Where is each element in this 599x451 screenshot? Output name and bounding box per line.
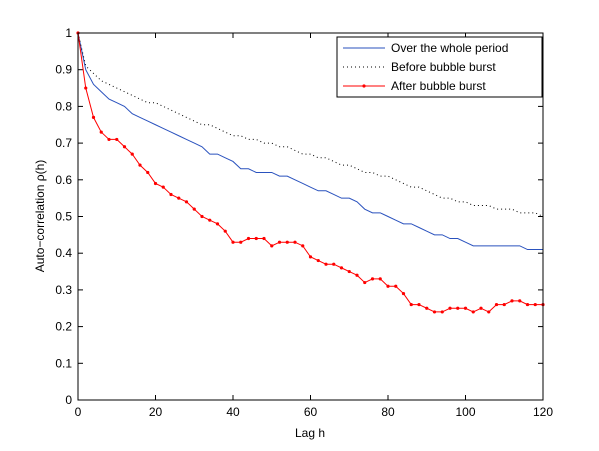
- point: [91, 115, 96, 120]
- point: [153, 181, 158, 186]
- y-tick-label: 0.4: [55, 246, 72, 260]
- point: [99, 130, 103, 134]
- point: [115, 137, 119, 142]
- y-tick-label: 0.1: [55, 356, 72, 370]
- point: [401, 291, 406, 296]
- point: [324, 262, 328, 266]
- point: [308, 255, 313, 259]
- point: [518, 299, 522, 303]
- point: [208, 218, 212, 222]
- point: [502, 302, 506, 307]
- point: [463, 306, 468, 310]
- y-tick-label: 0.5: [55, 210, 72, 224]
- y-tick-label: 0.8: [55, 99, 72, 113]
- point: [471, 310, 475, 314]
- y-tick-label: 1: [65, 26, 72, 40]
- point: [84, 86, 88, 90]
- x-tick-label: 100: [455, 405, 475, 419]
- point: [184, 200, 189, 204]
- point: [223, 229, 227, 233]
- legend-marker: [362, 84, 366, 88]
- point: [494, 302, 499, 307]
- point: [231, 240, 235, 244]
- x-tick-label: 40: [226, 405, 240, 419]
- point: [246, 236, 251, 241]
- point: [169, 192, 173, 197]
- point: [355, 273, 359, 277]
- point: [146, 170, 150, 175]
- y-tick-label: 0: [65, 393, 72, 407]
- y-tick-label: 0.6: [55, 173, 72, 187]
- point: [448, 306, 452, 310]
- plot-frame: [77, 32, 544, 401]
- point: [177, 196, 181, 200]
- legend-label: Over the whole period: [391, 41, 508, 55]
- point: [122, 145, 127, 149]
- point: [370, 277, 375, 281]
- point: [525, 302, 530, 307]
- point: [510, 299, 514, 303]
- y-axis-label: Auto−correlation ρ(h): [33, 160, 47, 273]
- series-line: [77, 32, 543, 251]
- legend-label: Before bubble burst: [391, 60, 496, 74]
- point: [316, 258, 320, 263]
- x-tick-label: 0: [75, 405, 82, 419]
- point: [107, 137, 111, 142]
- point: [130, 152, 134, 156]
- point: [215, 222, 220, 226]
- point: [293, 240, 297, 244]
- point: [456, 306, 460, 310]
- point: [417, 302, 421, 307]
- point: [487, 310, 491, 314]
- y-tick-label: 0.3: [55, 283, 72, 297]
- x-tick-label: 60: [304, 405, 318, 419]
- y-tick-label: 0.7: [55, 136, 72, 150]
- point: [378, 277, 382, 281]
- point: [285, 240, 289, 244]
- x-axis-label: Lag h: [295, 426, 325, 440]
- point: [386, 284, 390, 288]
- point: [479, 306, 483, 310]
- point: [363, 280, 367, 285]
- y-tick-label: 0.9: [55, 63, 72, 77]
- point: [332, 262, 336, 266]
- point: [200, 214, 204, 219]
- point: [347, 269, 351, 274]
- point: [432, 310, 437, 314]
- point: [277, 240, 282, 244]
- point: [254, 236, 258, 241]
- point: [161, 185, 165, 189]
- legend: Over the whole period Before bubble burst…: [336, 36, 543, 98]
- y-tick-label: 0.2: [55, 320, 72, 334]
- point: [138, 163, 142, 167]
- x-tick-label: 120: [533, 405, 553, 419]
- point: [270, 244, 274, 248]
- point: [262, 236, 266, 241]
- point: [533, 302, 537, 307]
- point: [409, 302, 413, 307]
- legend-label: After bubble burst: [391, 79, 486, 93]
- point: [394, 284, 398, 288]
- x-tick-label: 80: [381, 405, 395, 419]
- point: [301, 244, 305, 248]
- point: [425, 306, 429, 310]
- x-tick-label: 20: [149, 405, 163, 419]
- point: [192, 207, 196, 211]
- point: [440, 310, 444, 314]
- point: [239, 240, 243, 244]
- point: [339, 266, 344, 270]
